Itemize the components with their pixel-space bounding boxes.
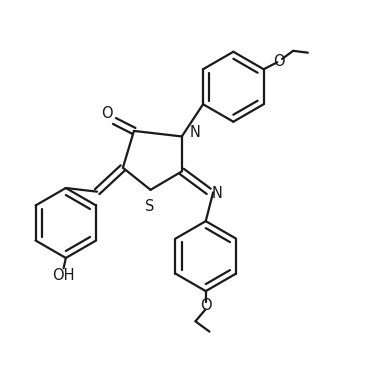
Text: O: O xyxy=(273,54,285,69)
Text: N: N xyxy=(189,125,200,140)
Text: N: N xyxy=(212,186,223,202)
Text: S: S xyxy=(145,199,154,214)
Text: OH: OH xyxy=(52,268,74,283)
Text: O: O xyxy=(200,298,211,313)
Text: O: O xyxy=(101,106,113,121)
